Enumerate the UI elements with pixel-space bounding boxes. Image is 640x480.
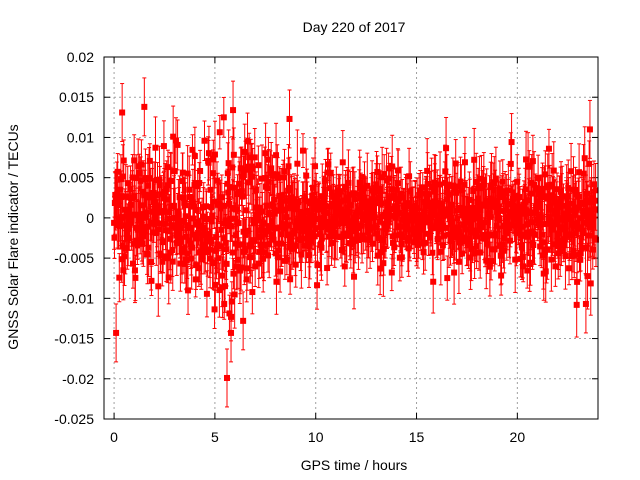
data-point (228, 303, 235, 363)
y-tick-label: -0.025 (54, 411, 94, 427)
y-tick-label: 0.02 (67, 49, 94, 65)
x-axis-label: GPS time / hours (301, 457, 408, 473)
data-point (197, 149, 204, 193)
y-tick-label: 0.015 (59, 89, 94, 105)
data-point (119, 83, 126, 142)
x-tick-label: 0 (110, 429, 118, 445)
data-point (113, 303, 120, 363)
data-point (299, 133, 306, 168)
y-tick-label: -0.005 (54, 250, 94, 266)
data-point (179, 152, 186, 193)
plot-frame (103, 56, 599, 420)
x-tick-label: 5 (211, 429, 219, 445)
chart-title: Day 220 of 2017 (303, 19, 406, 35)
data-point (201, 120, 208, 162)
data-point (146, 143, 153, 179)
data-point (520, 250, 527, 283)
y-tick-label: -0.02 (62, 371, 94, 387)
y-tick-label: 0.01 (67, 129, 94, 145)
y-tick-label: 0.005 (59, 170, 94, 186)
data-point (216, 115, 223, 150)
data-point (203, 270, 210, 318)
data-point (148, 265, 155, 297)
data-point (132, 254, 139, 302)
data-point (287, 263, 294, 295)
data-point (286, 89, 293, 149)
data-point (249, 269, 256, 315)
data-point (185, 265, 192, 315)
data-point (586, 99, 593, 159)
data-point (379, 146, 386, 208)
data-point (211, 289, 218, 330)
data-point (592, 212, 599, 268)
data-point (281, 148, 288, 194)
x-axis: 0 5 10 15 20 (110, 57, 525, 445)
data-point (523, 130, 530, 189)
data-point (220, 96, 227, 138)
data-point (223, 348, 230, 408)
data-point (174, 119, 181, 171)
y-tick-label: 0 (86, 210, 94, 226)
data-point (189, 134, 196, 166)
x-tick-label: 20 (510, 429, 526, 445)
data-point (508, 113, 515, 172)
data-point (582, 274, 589, 334)
data-point (134, 199, 141, 260)
data-point (240, 291, 247, 351)
data-point (545, 128, 552, 169)
data-point (230, 80, 237, 140)
data-point (156, 165, 163, 205)
data-series (111, 77, 599, 408)
data-point (141, 77, 148, 137)
y-axis-label: GNSS Solar Flare indicator / TECUs (5, 124, 21, 349)
data-point (247, 230, 254, 284)
y-axis: -0.025 -0.02 -0.015 -0.01 -0.005 0 0.005 0.01 0.… (54, 49, 598, 427)
data-point (255, 145, 262, 185)
data-point (211, 120, 218, 189)
x-tick-label: 10 (308, 429, 324, 445)
x-tick-label: 15 (409, 429, 425, 445)
data-point (381, 154, 388, 194)
data-point (430, 249, 437, 314)
y-tick-label: -0.015 (54, 331, 94, 347)
y-tick-label: -0.01 (62, 290, 94, 306)
data-point (268, 141, 275, 195)
data-point (457, 156, 464, 207)
